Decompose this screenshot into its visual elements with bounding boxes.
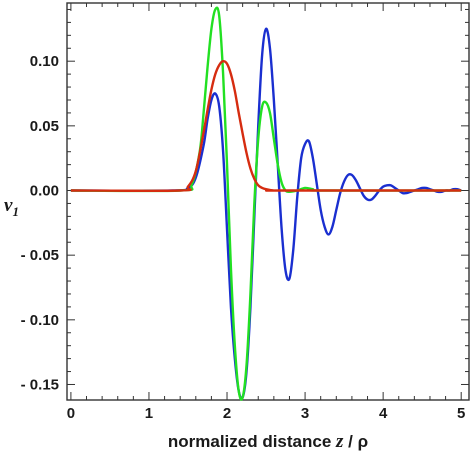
- series-line-2: [70, 6, 462, 401]
- y-tick-label: 0.05: [30, 118, 59, 135]
- series-line-3: [70, 59, 462, 192]
- axis-ticks: [67, 3, 469, 400]
- x-tick-label: 1: [145, 405, 153, 422]
- x-axis-label: normalized distance z / ρ: [168, 431, 368, 452]
- plot-frame: [66, 2, 470, 401]
- series-line-1: [70, 27, 462, 400]
- x-tick-label: 2: [223, 405, 231, 422]
- x-tick-label: 5: [457, 405, 465, 422]
- x-tick-label: 4: [379, 405, 388, 422]
- axis-tick-labels: 0 1 2 3 4 5 - 0.15 - 0.10 - 0.05 0.00 0.05 0.10: [21, 53, 466, 422]
- y-tick-label: 0.10: [30, 53, 59, 70]
- y-tick-label: - 0.15: [21, 376, 59, 393]
- y-axis-label: v1: [4, 195, 19, 219]
- y-tick-label: - 0.10: [21, 312, 59, 329]
- x-tick-label: 0: [67, 405, 75, 422]
- x-tick-label: 3: [301, 405, 309, 422]
- y-tick-label: 0.00: [30, 183, 59, 200]
- series-lines: [70, 6, 462, 401]
- y-tick-label: - 0.05: [21, 247, 59, 264]
